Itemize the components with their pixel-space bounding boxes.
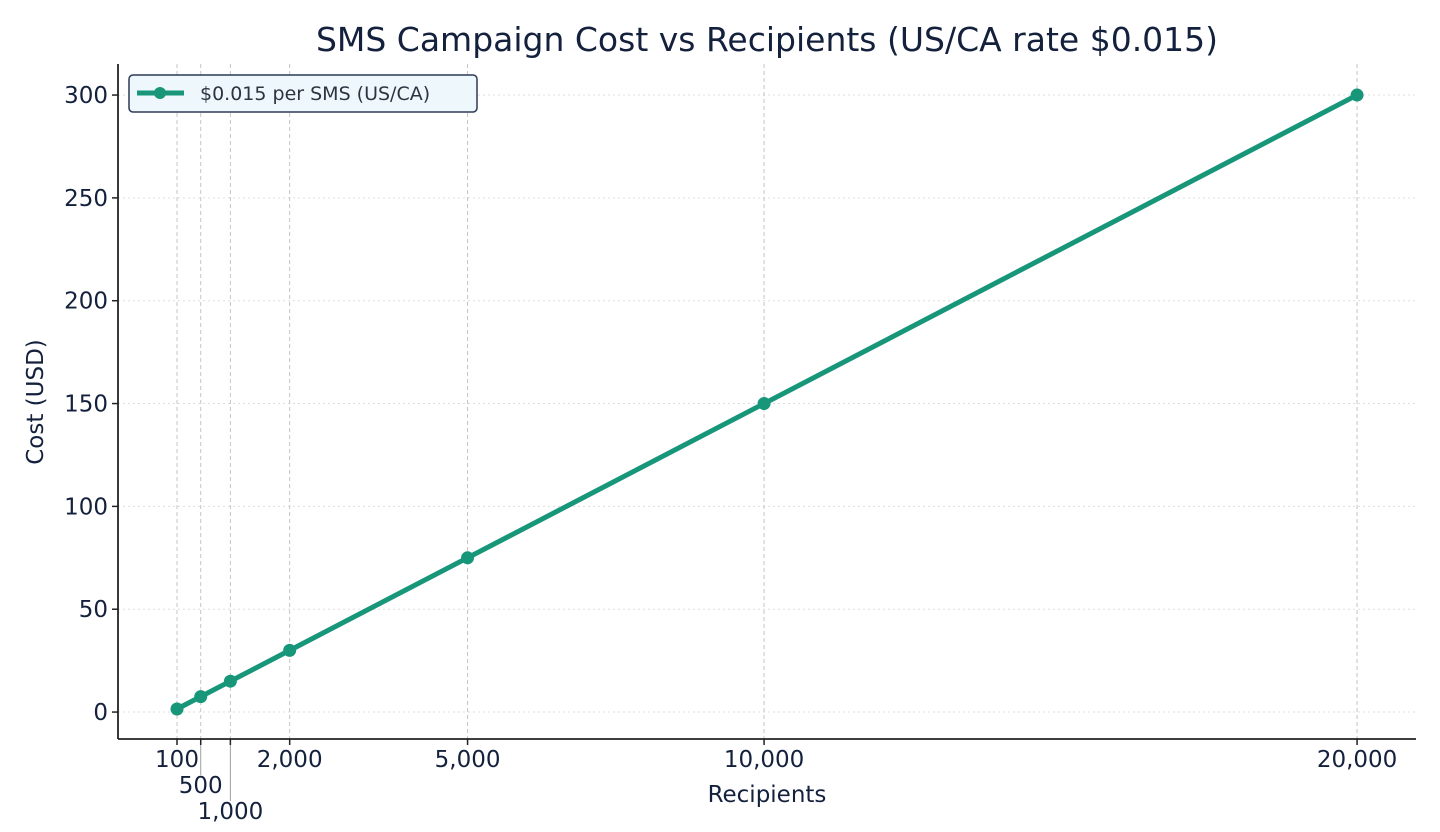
- x-tick-label: 20,000: [1317, 747, 1397, 773]
- chart-title: SMS Campaign Cost vs Recipients (US/CA r…: [316, 20, 1218, 59]
- data-point: [170, 702, 184, 716]
- y-tick-label: 50: [79, 597, 108, 623]
- legend-box: [128, 74, 478, 113]
- y-tick-label: 250: [64, 186, 108, 212]
- y-axis-label: Cost (USD): [23, 339, 49, 465]
- y-tick-label: 200: [64, 289, 108, 315]
- x-axis-label: Recipients: [708, 782, 827, 808]
- x-tick-label: 10,000: [724, 747, 804, 773]
- x-tick-label: 2,000: [257, 747, 323, 773]
- legend: $0.015 per SMS (US/CA): [128, 74, 478, 113]
- y-tick-label: 150: [64, 392, 108, 418]
- data-point: [283, 643, 297, 657]
- x-tick-label: 100: [155, 747, 199, 773]
- x-tick-label: 500: [179, 773, 223, 799]
- y-tick-label: 100: [64, 494, 108, 520]
- y-tick-label: 300: [64, 83, 108, 109]
- legend-label: $0.015 per SMS (US/CA): [200, 83, 430, 105]
- data-point: [461, 551, 475, 565]
- data-point: [1350, 88, 1364, 102]
- data-point: [194, 690, 208, 704]
- series-layer: [170, 88, 1364, 716]
- legend-marker-swatch: [154, 87, 166, 99]
- data-point: [757, 397, 771, 411]
- y-tick-label: 0: [93, 700, 108, 726]
- data-point: [223, 674, 237, 688]
- x-tick-label: 1,000: [197, 799, 263, 825]
- x-tick-label: 5,000: [435, 747, 501, 773]
